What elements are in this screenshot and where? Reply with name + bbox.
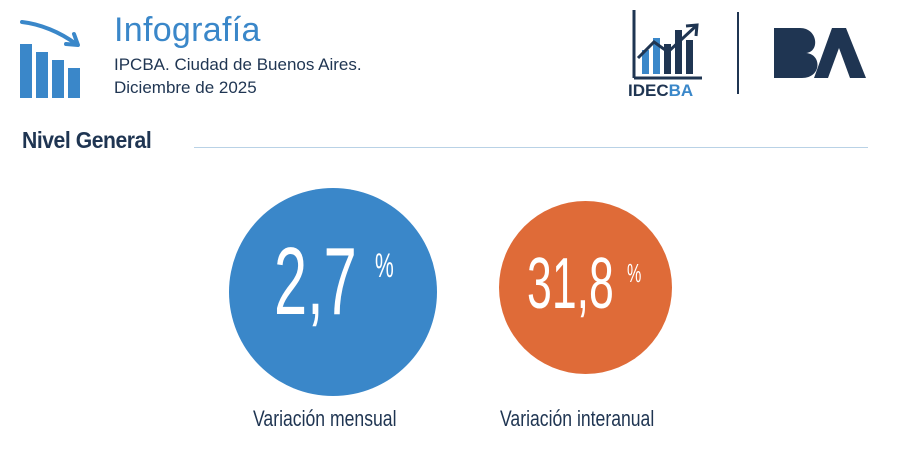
logo-divider: [737, 12, 739, 94]
subtitle-location: IPCBA. Ciudad de Buenos Aires.: [114, 55, 362, 74]
subtitle-date: Diciembre de 2025: [114, 78, 257, 97]
yearly-variation-value: 31,8: [527, 244, 614, 324]
section-title: Nivel General: [22, 127, 152, 153]
idecba-logo: IDECBA: [628, 8, 706, 100]
idecba-logo-mark-icon: [630, 8, 704, 80]
idecba-wordmark: IDECBA: [628, 81, 694, 100]
bar-chart-trend-down-icon: [18, 14, 90, 98]
ba-logo: [770, 24, 870, 82]
monthly-variation-unit: %: [375, 247, 394, 285]
page-title: Infografía: [114, 11, 261, 49]
monthly-variation-circle: 2,7 %: [229, 188, 437, 396]
yearly-variation-label: Variación interanual: [500, 406, 655, 431]
section-divider: [194, 147, 868, 148]
monthly-variation-value: 2,7: [274, 228, 357, 335]
yearly-variation-circle: 31,8 %: [499, 201, 672, 374]
yearly-variation-unit: %: [627, 258, 642, 288]
monthly-variation-label: Variación mensual: [253, 406, 397, 431]
